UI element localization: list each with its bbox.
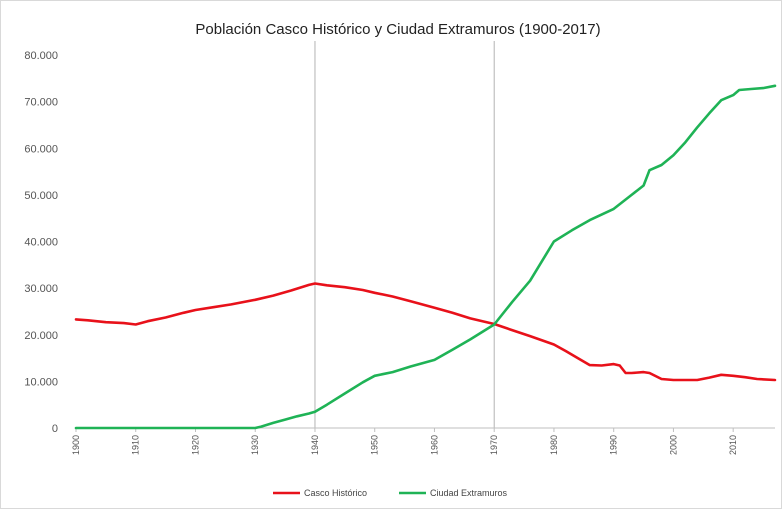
x-tick-label: 1970 xyxy=(489,435,499,455)
y-tick-label: 20.000 xyxy=(24,330,58,342)
y-tick-label: 40.000 xyxy=(24,237,58,249)
x-tick-label: 1950 xyxy=(370,435,380,455)
series-line-ciudad-extramuros xyxy=(74,84,777,430)
reference-lines xyxy=(314,41,495,428)
y-tick-label: 80.000 xyxy=(24,50,58,62)
x-tick-label: 1910 xyxy=(131,435,141,455)
y-axis-ticks: 0 10.000 20.000 30.000 40.000 50.000 60.000 70.… xyxy=(24,50,58,435)
x-tick-label: 1980 xyxy=(549,435,559,455)
series-line-casco-historico xyxy=(74,282,777,382)
x-axis-ticks: 1900 1910 1920 1930 1940 1950 1960 1970 1980 1990… xyxy=(71,428,738,455)
y-tick-label: 0 xyxy=(52,423,58,435)
x-tick-label: 1960 xyxy=(429,435,439,455)
y-tick-label: 50.000 xyxy=(24,190,58,202)
x-tick-label: 1940 xyxy=(310,435,320,455)
x-tick-label: 1990 xyxy=(609,435,619,455)
legend: Casco Histórico Ciudad Extramuros xyxy=(273,488,508,498)
x-tick-label: 2000 xyxy=(668,435,678,455)
y-tick-label: 60.000 xyxy=(24,143,58,155)
y-tick-label: 10.000 xyxy=(24,376,58,388)
x-tick-label: 2010 xyxy=(728,435,738,455)
legend-label: Casco Histórico xyxy=(304,488,367,498)
series-lines xyxy=(74,84,777,430)
x-tick-label: 1920 xyxy=(190,435,200,455)
legend-label: Ciudad Extramuros xyxy=(430,488,508,498)
y-tick-label: 70.000 xyxy=(24,97,58,109)
y-tick-label: 30.000 xyxy=(24,283,58,295)
x-tick-label: 1900 xyxy=(71,435,81,455)
chart-title: Población Casco Histórico y Ciudad Extra… xyxy=(195,21,600,38)
x-tick-label: 1930 xyxy=(250,435,260,455)
